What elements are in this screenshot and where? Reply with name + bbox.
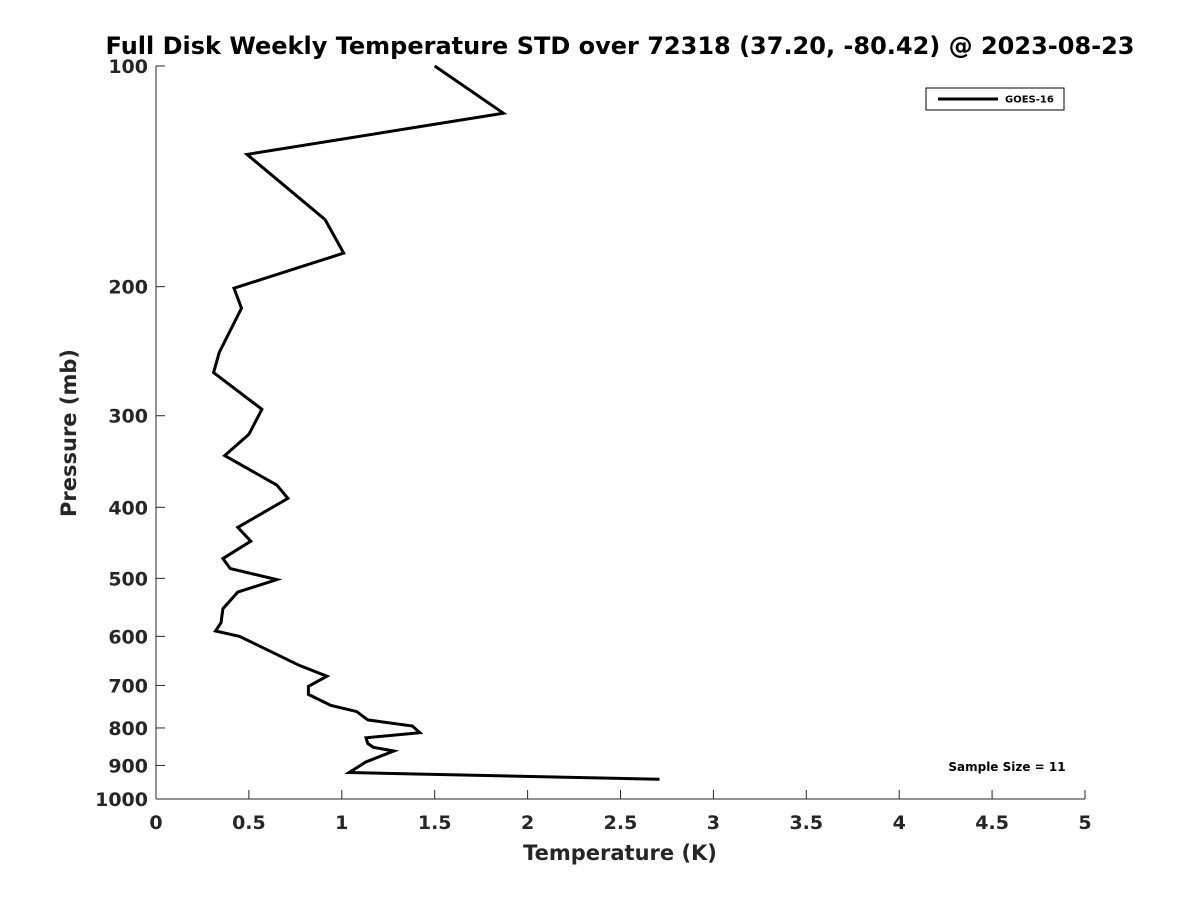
axes xyxy=(155,66,1085,800)
y-tick-label: 800 xyxy=(108,718,148,740)
y-axis-label: Pressure (mb) xyxy=(57,349,81,517)
series-line-goes-16 xyxy=(211,64,660,781)
y-tick-label: 700 xyxy=(108,675,148,697)
x-tick-label: 2.5 xyxy=(604,812,638,834)
x-tick-label: 4 xyxy=(893,812,906,834)
chart-title: Full Disk Weekly Temperature STD over 72… xyxy=(106,32,1135,60)
y-tick-label: 200 xyxy=(108,277,148,299)
x-tick-label: 2 xyxy=(521,812,534,834)
y-tick-label: 600 xyxy=(108,626,148,648)
y-tick-label: 500 xyxy=(108,568,148,590)
sample-size-annotation: Sample Size = 11 xyxy=(948,760,1065,774)
y-tick-label: 100 xyxy=(108,56,148,78)
x-tick-label: 0.5 xyxy=(232,812,266,834)
x-tick-label: 4.5 xyxy=(975,812,1009,834)
y-tick-label: 400 xyxy=(108,497,148,519)
x-tick-label: 3 xyxy=(707,812,720,834)
x-tick-label: 3.5 xyxy=(789,812,823,834)
x-tick-label: 0 xyxy=(149,812,162,834)
x-tick-label: 5 xyxy=(1078,812,1091,834)
series-layer xyxy=(211,64,660,781)
legend-label-goes-16: GOES-16 xyxy=(1005,95,1054,106)
x-tick-label: 1.5 xyxy=(418,812,452,834)
x-tick-label: 1 xyxy=(335,812,348,834)
y-tick-label: 900 xyxy=(108,755,148,777)
y-tick-label: 1000 xyxy=(95,789,148,811)
y-tick-label: 300 xyxy=(108,406,148,428)
x-axis-label: Temperature (K) xyxy=(523,841,717,865)
ticks: 0 0.5 1 1.5 2 2.5 3 3.5 4 4.5 5 100 200 300 400 500 600 7… xyxy=(95,56,1092,834)
legend: GOES-16 xyxy=(925,87,1065,111)
